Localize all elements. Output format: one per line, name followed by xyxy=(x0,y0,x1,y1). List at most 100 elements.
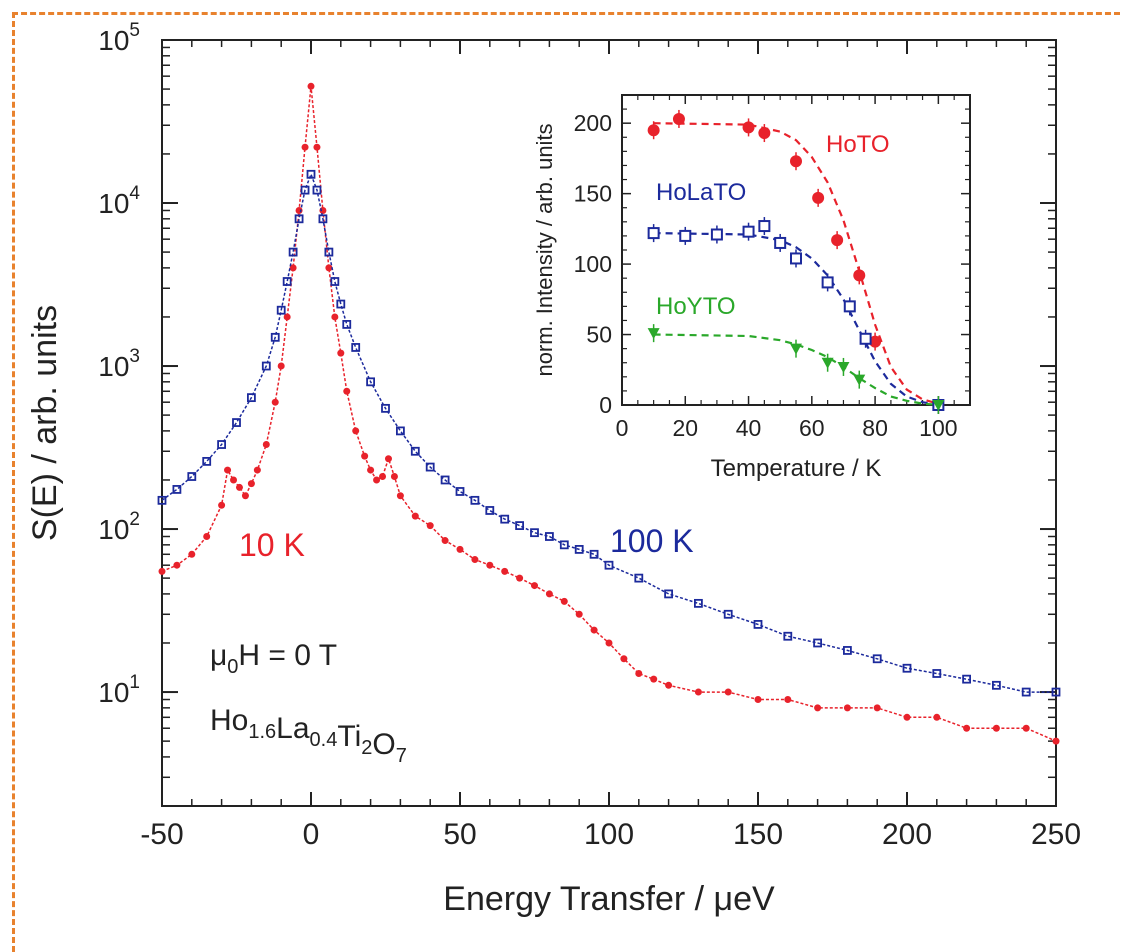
main-y-tick-label: 104 xyxy=(98,183,140,219)
inset-y-tick-label: 0 xyxy=(599,392,612,418)
main-data-point xyxy=(516,574,524,582)
main-data-point xyxy=(574,545,584,554)
main-data-point xyxy=(605,639,613,647)
inset-legend-hoyto: HoYTO xyxy=(656,293,736,320)
main-data-point xyxy=(590,626,598,634)
inset-data-point xyxy=(790,252,802,265)
main-y-tick-label: 101 xyxy=(98,672,140,708)
main-data-point xyxy=(396,492,404,500)
main-data-point xyxy=(384,455,392,463)
main-data-point xyxy=(282,277,292,286)
main-data-point xyxy=(241,492,249,500)
main-x-tick-label: 0 xyxy=(303,818,320,851)
main-data-point xyxy=(395,426,405,436)
inset-x-tick-label: 20 xyxy=(672,415,698,441)
inset-data-point xyxy=(790,343,802,355)
main-data-point xyxy=(224,466,232,474)
main-data-point xyxy=(373,476,381,484)
inset-data-point xyxy=(647,124,660,137)
main-x-axis-label: Energy Transfer / μeV xyxy=(443,880,775,918)
main-data-point xyxy=(843,704,851,712)
main-data-point xyxy=(560,597,568,605)
main-data-point xyxy=(575,610,583,618)
main-data-point xyxy=(723,609,733,619)
inset-y-tick-label: 50 xyxy=(586,322,612,348)
main-data-point xyxy=(411,512,419,520)
main-data-point xyxy=(300,185,310,195)
inset-data-point xyxy=(843,300,856,313)
main-data-point xyxy=(783,631,793,641)
inset-data-point xyxy=(812,191,825,204)
inset-data-point xyxy=(758,127,771,140)
main-data-point xyxy=(289,264,297,272)
main-data-point xyxy=(343,387,351,395)
main-data-point xyxy=(530,528,539,538)
main-y-axis-label: S(E) / arb. units xyxy=(26,305,64,541)
main-data-point xyxy=(379,473,387,481)
main-data-point xyxy=(515,521,524,530)
main-data-point xyxy=(814,704,822,712)
inset-legend-hoto: HoTO xyxy=(826,131,890,158)
main-data-point xyxy=(361,452,369,460)
compound-annotation: Ho1.6La0.4Ti2O7 xyxy=(210,704,407,767)
main-data-point xyxy=(325,264,333,272)
main-data-point xyxy=(283,313,291,321)
main-data-point xyxy=(902,663,912,673)
inset-fit-curve-red xyxy=(653,122,939,405)
main-series-line xyxy=(161,172,1056,693)
main-data-point xyxy=(262,441,270,449)
main-data-point xyxy=(559,540,569,550)
main-data-point xyxy=(426,522,434,530)
main-x-tick-label: 150 xyxy=(733,818,783,851)
main-data-point xyxy=(992,724,1000,732)
inset-x-tick-label: 40 xyxy=(736,415,762,441)
main-data-point xyxy=(306,169,316,179)
main-y-tick-label: 105 xyxy=(98,20,140,56)
main-data-point xyxy=(301,143,309,151)
main-data-point xyxy=(694,598,703,608)
main-data-point xyxy=(253,466,261,474)
inset-data-point xyxy=(932,400,945,411)
main-data-point xyxy=(351,343,361,352)
inset-x-tick-label: 60 xyxy=(799,415,825,441)
inset-data-point xyxy=(790,155,802,168)
field-annotation: μ0H = 0 T xyxy=(210,639,337,678)
main-x-ticks: -50 0 50 100 150 200 250 xyxy=(140,40,1081,851)
main-data-point xyxy=(337,349,345,357)
main-data-point xyxy=(486,561,494,569)
inset-y-tick-label: 100 xyxy=(574,251,612,277)
main-data-point xyxy=(307,82,315,90)
main-data-point xyxy=(501,567,509,575)
inset-data-point xyxy=(869,335,882,348)
inset-y-tick-label: 150 xyxy=(574,181,612,207)
main-data-point xyxy=(331,313,339,321)
inset-data-point xyxy=(859,332,872,345)
main-data-point xyxy=(545,532,554,541)
main-x-tick-label: -50 xyxy=(140,818,183,851)
main-data-point xyxy=(1022,724,1030,732)
inset-data-point xyxy=(774,236,787,249)
main-data-point xyxy=(232,418,241,427)
main-data-point xyxy=(753,620,763,629)
main-data-point xyxy=(366,377,376,387)
main-x-tick-label: 50 xyxy=(443,818,476,851)
series-label-10k: 10 K xyxy=(239,527,305,563)
inset-y-axis-label: norm. Intensity / arb. units xyxy=(532,123,557,376)
main-data-point xyxy=(381,403,390,413)
inset-series-hoyto xyxy=(647,324,945,414)
main-y-tick-label: 103 xyxy=(98,346,140,382)
main-data-point xyxy=(620,655,628,663)
main-data-point xyxy=(318,214,328,224)
main-data-point xyxy=(313,143,321,151)
main-series-10k xyxy=(158,82,1060,745)
main-data-point xyxy=(172,485,182,494)
main-data-point xyxy=(390,473,398,481)
inset-y-ticks: 0 50 100 150 200 xyxy=(574,108,970,418)
inset-y-tick-label: 200 xyxy=(574,110,612,136)
main-y-tick-label: 102 xyxy=(98,509,140,545)
main-data-point xyxy=(962,674,971,684)
main-data-point xyxy=(650,675,658,683)
main-data-point xyxy=(294,214,304,224)
main-data-point xyxy=(203,533,211,541)
main-data-point xyxy=(157,495,167,505)
